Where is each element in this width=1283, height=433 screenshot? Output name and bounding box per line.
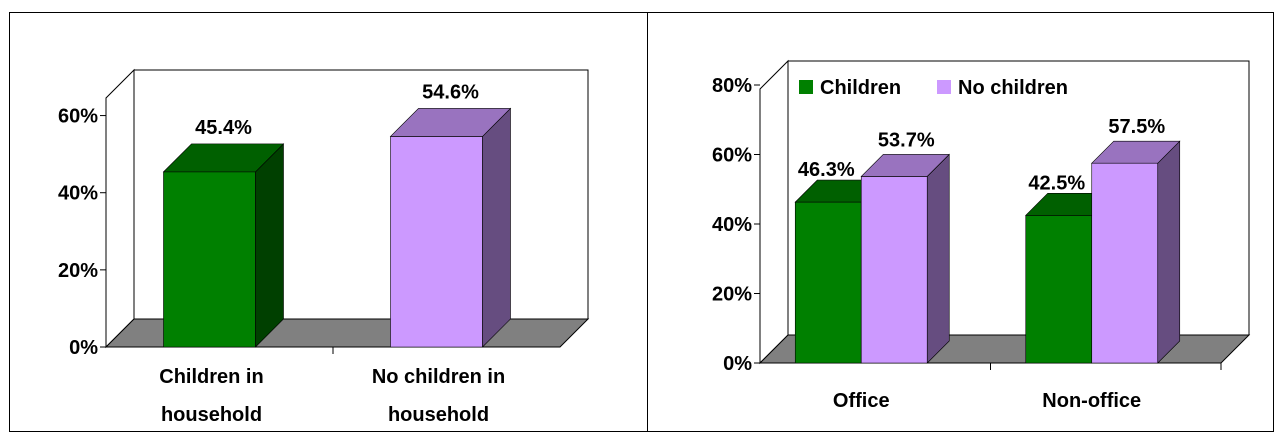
legend-swatch <box>799 80 813 94</box>
legend-swatch <box>937 80 951 94</box>
x-tick-label: Children in <box>159 366 263 388</box>
chart-right-svg: 0% 20% 40% 60% 80% 46.3% 53.7% Office 42.5% 57.5%… <box>712 59 1251 412</box>
data-label: 45.4% <box>195 117 252 139</box>
legend-label: Children <box>820 77 901 99</box>
y-tick-label: 60% <box>58 106 98 128</box>
bar-top <box>389 108 512 137</box>
bar-front <box>1025 215 1093 364</box>
chart-panel-left: 0% 20% 40% 60% 45.4% Children in household 54.6… <box>9 12 648 432</box>
legend-label: No children <box>958 77 1068 99</box>
x-tick-label: Office <box>833 390 890 412</box>
bar-side <box>255 143 284 348</box>
x-tick-label: Non-office <box>1042 390 1141 412</box>
bar-side <box>482 107 511 348</box>
x-tick-label: household <box>388 404 489 426</box>
bar-side <box>1157 140 1181 364</box>
chart-panel-right: 0% 20% 40% 60% 80% 46.3% 53.7% Office 42.5% 57.5%… <box>647 12 1274 432</box>
bar-front <box>794 201 862 364</box>
x-tick-label: No children in <box>372 366 505 388</box>
bar-side <box>926 153 950 364</box>
data-label: 42.5% <box>1028 172 1085 194</box>
bar-front <box>860 176 928 364</box>
y-tick-label: 0% <box>723 353 752 375</box>
bar-top <box>162 143 285 173</box>
data-label: 53.7% <box>878 129 935 151</box>
bar-top <box>1091 140 1181 164</box>
y-tick-label: 60% <box>712 145 752 167</box>
side-wall <box>105 68 135 349</box>
bar-front <box>1091 162 1159 364</box>
y-tick-label: 0% <box>69 337 98 359</box>
bar-top <box>860 154 950 177</box>
x-tick-label: household <box>161 404 262 426</box>
side-wall <box>759 59 789 365</box>
data-label: 46.3% <box>798 159 855 181</box>
y-tick-label: 40% <box>712 214 752 236</box>
bar-front <box>390 136 483 348</box>
data-label: 57.5% <box>1108 116 1165 138</box>
bar-front <box>163 171 256 348</box>
y-tick-label: 20% <box>58 260 98 282</box>
y-tick-label: 40% <box>58 183 98 205</box>
chart-left-svg: 0% 20% 40% 60% 45.4% Children in household 54.6… <box>58 68 590 426</box>
y-tick-label: 80% <box>712 75 752 97</box>
y-tick-label: 20% <box>712 284 752 306</box>
data-label: 54.6% <box>422 81 479 103</box>
